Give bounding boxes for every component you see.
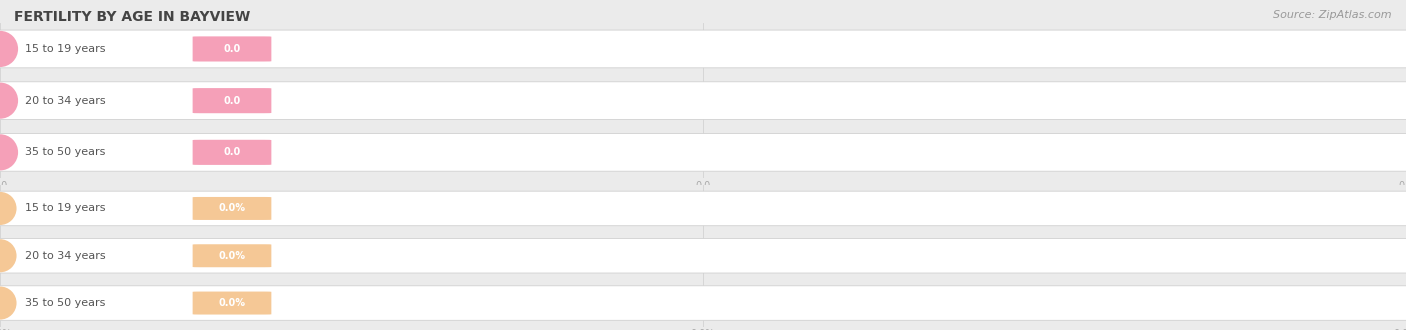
Text: 15 to 19 years: 15 to 19 years [25, 44, 105, 54]
Text: 35 to 50 years: 35 to 50 years [25, 148, 105, 157]
Text: 20 to 34 years: 20 to 34 years [25, 251, 105, 261]
Text: 0.0%: 0.0% [218, 298, 246, 308]
FancyBboxPatch shape [0, 133, 1406, 171]
Ellipse shape [0, 134, 18, 170]
FancyBboxPatch shape [193, 140, 271, 165]
Ellipse shape [0, 286, 17, 319]
Ellipse shape [0, 192, 17, 225]
Text: 0.0: 0.0 [224, 96, 240, 106]
Ellipse shape [0, 239, 17, 272]
Text: 35 to 50 years: 35 to 50 years [25, 298, 105, 308]
FancyBboxPatch shape [0, 191, 1406, 226]
Text: 0.0%: 0.0% [218, 204, 246, 214]
Ellipse shape [0, 82, 18, 119]
FancyBboxPatch shape [0, 82, 1406, 119]
FancyBboxPatch shape [193, 197, 271, 220]
Text: 0.0: 0.0 [224, 148, 240, 157]
FancyBboxPatch shape [0, 286, 1406, 320]
FancyBboxPatch shape [193, 88, 271, 113]
FancyBboxPatch shape [0, 30, 1406, 68]
Text: Source: ZipAtlas.com: Source: ZipAtlas.com [1274, 10, 1392, 20]
FancyBboxPatch shape [193, 36, 271, 61]
FancyBboxPatch shape [0, 239, 1406, 273]
Text: 15 to 19 years: 15 to 19 years [25, 204, 105, 214]
Text: 0.0: 0.0 [224, 44, 240, 54]
Ellipse shape [0, 31, 18, 67]
FancyBboxPatch shape [193, 244, 271, 267]
Text: 20 to 34 years: 20 to 34 years [25, 96, 105, 106]
Text: FERTILITY BY AGE IN BAYVIEW: FERTILITY BY AGE IN BAYVIEW [14, 10, 250, 24]
FancyBboxPatch shape [193, 292, 271, 314]
Text: 0.0%: 0.0% [218, 251, 246, 261]
